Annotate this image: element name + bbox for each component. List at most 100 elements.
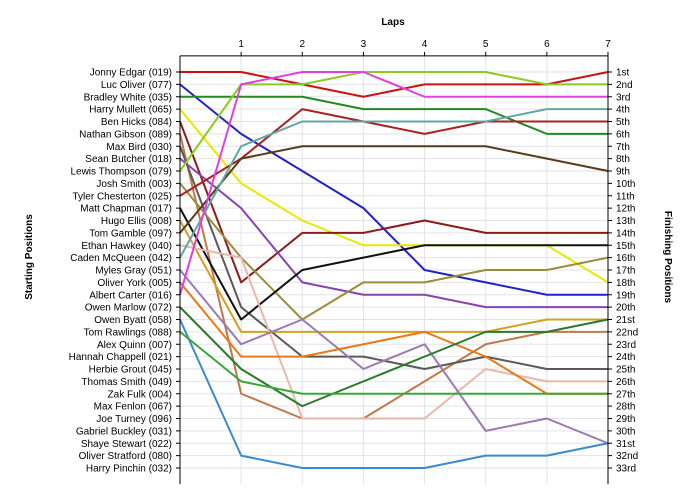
finishing-position-label: 24th xyxy=(616,352,635,363)
finishing-position-label: 33rd xyxy=(616,464,636,475)
finishing-position-label: 27th xyxy=(616,389,635,400)
finishing-position-label: 1st xyxy=(616,68,630,79)
starting-position-label: Myles Gray (051) xyxy=(95,266,172,277)
finishing-position-label: 32nd xyxy=(616,451,638,462)
starting-position-label: Thomas Smith (049) xyxy=(81,377,172,388)
starting-position-label: Matt Chapman (017) xyxy=(80,204,172,215)
starting-position-label: Max Fenlon (067) xyxy=(94,402,172,413)
starting-position-label: Albert Carter (016) xyxy=(89,290,172,301)
finishing-position-label: 22nd xyxy=(616,327,638,338)
lap-tick-label: 7 xyxy=(605,39,611,50)
lap-tick-label: 2 xyxy=(300,39,306,50)
series-line-5 xyxy=(179,121,608,284)
finishing-position-label: 17th xyxy=(616,266,635,277)
starting-position-label: Hugo Ellis (008) xyxy=(101,216,172,227)
starting-position-label: Ben Hicks (084) xyxy=(101,117,172,128)
starting-position-label: Oliver Stratford (080) xyxy=(79,451,172,462)
starting-position-label: Gabriel Buckley (031) xyxy=(76,426,172,437)
series-line-8 xyxy=(179,157,608,309)
finishing-position-label: 23rd xyxy=(616,340,636,351)
series-line-6 xyxy=(179,133,608,420)
starting-position-label: Max Bird (030) xyxy=(106,142,172,153)
finishing-position-label: 10th xyxy=(616,179,635,190)
finishing-position-label: 9th xyxy=(616,167,630,178)
finishing-position-label: 18th xyxy=(616,278,635,289)
starting-position-label: Oliver York (005) xyxy=(98,278,172,289)
starting-position-label: Alex Quinn (007) xyxy=(97,340,172,351)
finishing-position-label: 12th xyxy=(616,204,635,215)
series-line-20 xyxy=(179,306,609,408)
finishing-position-label: 25th xyxy=(616,365,635,376)
starting-position-label: Zak Fulk (004) xyxy=(108,389,172,400)
starting-position-label: Ethan Hawkey (040) xyxy=(81,241,172,252)
series-line-2 xyxy=(179,83,608,296)
lap-tick-label: 5 xyxy=(483,39,489,50)
finishing-position-label: 26th xyxy=(616,377,635,388)
finishing-position-label: 30th xyxy=(616,426,635,437)
chart-title: Laps xyxy=(381,17,405,28)
finishing-position-label: 21st xyxy=(616,315,635,326)
series-line-3 xyxy=(180,95,608,135)
series-line-13 xyxy=(179,220,608,333)
starting-position-label: Caden McQueen (042) xyxy=(70,253,172,264)
series-line-17 xyxy=(179,269,609,445)
tick-labels: 1 2 3 4 5 6 7 Jonny Edgar (019)Luc Oliver (077)… xyxy=(69,39,639,475)
starting-position-label: Shaye Stewart (022) xyxy=(81,439,172,450)
series-line-10 xyxy=(179,182,609,321)
finishing-position-label: 11th xyxy=(616,191,635,202)
finishing-position-label: 13th xyxy=(616,216,635,227)
axes xyxy=(176,51,612,485)
finishing-position-label: 19th xyxy=(616,290,635,301)
starting-position-label: Lewis Thompson (079) xyxy=(70,167,172,178)
finishing-position-label: 20th xyxy=(616,303,635,314)
starting-position-label: Harry Pinchin (032) xyxy=(86,464,172,475)
finishing-position-label: 3rd xyxy=(616,92,630,103)
starting-position-label: Hannah Chappell (021) xyxy=(69,352,172,363)
lap-tick-label: 1 xyxy=(238,39,244,50)
starting-position-label: Owen Byatt (058) xyxy=(94,315,172,326)
series-line-11 xyxy=(179,108,608,197)
starting-position-label: Jonny Edgar (019) xyxy=(90,68,172,79)
finishing-position-label: 15th xyxy=(616,241,635,252)
series-line-14 xyxy=(179,145,609,234)
series-line-12 xyxy=(179,207,608,321)
starting-position-label: Tom Rawlings (088) xyxy=(84,327,172,338)
finishing-position-label: 2nd xyxy=(616,80,633,91)
finishing-position-label: 28th xyxy=(616,402,635,413)
lap-tick-label: 3 xyxy=(361,39,367,50)
starting-position-label: Bradley White (035) xyxy=(84,92,172,103)
series-line-22 xyxy=(179,331,608,395)
finishing-position-label: 31st xyxy=(616,439,635,450)
starting-position-label: Josh Smith (003) xyxy=(96,179,172,190)
series-line-18 xyxy=(179,281,608,395)
starting-position-label: Sean Butcher (018) xyxy=(85,154,172,165)
starting-position-label: Joe Turney (096) xyxy=(96,414,172,425)
finishing-position-label: 14th xyxy=(616,228,635,239)
finishing-position-label: 6th xyxy=(616,129,630,140)
lap-tick-label: 6 xyxy=(544,39,550,50)
finishing-position-label: 4th xyxy=(616,105,630,116)
series-lines xyxy=(179,71,609,469)
series-line-21 xyxy=(179,319,609,469)
starting-position-label: Luc Oliver (077) xyxy=(101,80,172,91)
finishing-position-label: 8th xyxy=(616,154,630,165)
series-line-15 xyxy=(179,244,608,420)
finishing-position-label: 29th xyxy=(616,414,635,425)
starting-position-label: Tom Gamble (097) xyxy=(89,228,172,239)
lap-tick-label: 4 xyxy=(422,39,428,50)
y-axis-label-right: Finishing Positions xyxy=(662,211,673,304)
finishing-position-label: 16th xyxy=(616,253,635,264)
starting-position-label: Harry Mullett (065) xyxy=(89,105,172,116)
series-line-19 xyxy=(179,71,608,296)
starting-position-label: Herbie Grout (045) xyxy=(89,365,172,376)
series-line-1 xyxy=(180,71,609,98)
series-line-16 xyxy=(179,108,608,259)
series-line-9 xyxy=(179,71,608,172)
finishing-position-label: 7th xyxy=(616,142,630,153)
starting-position-label: Tyler Chesterton (025) xyxy=(73,191,173,202)
starting-position-label: Nathan Gibson (089) xyxy=(79,129,172,140)
series-line-7 xyxy=(179,145,608,370)
finishing-position-label: 5th xyxy=(616,117,630,128)
